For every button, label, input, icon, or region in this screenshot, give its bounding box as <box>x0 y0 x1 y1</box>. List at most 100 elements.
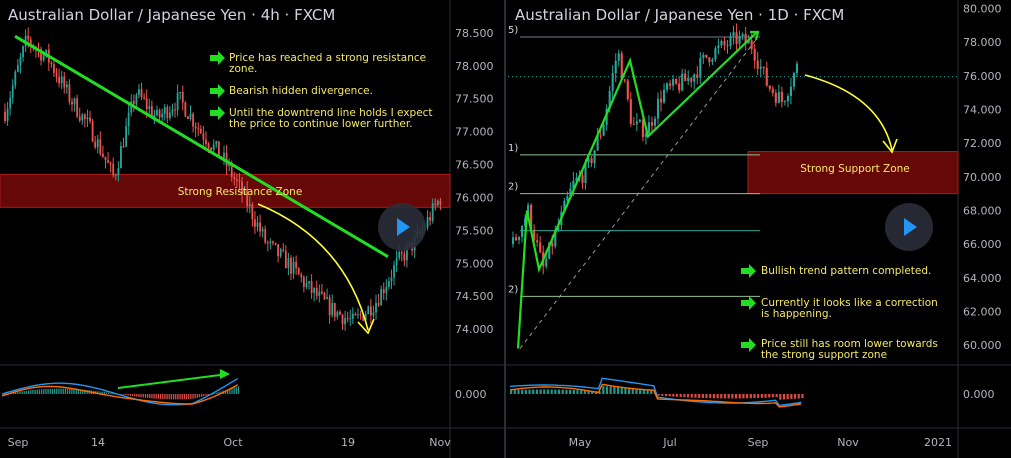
macd-bar <box>793 394 797 399</box>
macd-bar <box>576 390 579 394</box>
macd-bar <box>616 387 620 394</box>
y-tick-label: 74.000 <box>455 323 494 336</box>
candle-body <box>738 35 741 44</box>
candle-body <box>16 65 19 72</box>
macd-bar <box>112 393 114 395</box>
candle-body <box>653 118 657 126</box>
macd-bar <box>23 390 25 394</box>
candle-body <box>187 116 189 120</box>
macd-bar <box>727 394 730 399</box>
macd-bar <box>639 388 642 394</box>
candle-body <box>429 217 432 221</box>
candle-body <box>590 158 593 164</box>
macd-bar <box>201 394 203 397</box>
y-tick-label: 77.000 <box>455 126 494 139</box>
candle-body <box>40 49 42 61</box>
candle-body <box>684 73 687 81</box>
macd-bar <box>69 388 71 394</box>
candle-body <box>143 97 146 99</box>
candle-body <box>161 113 164 118</box>
candle-body <box>690 77 693 82</box>
macd-bar <box>71 388 73 394</box>
candle-body <box>102 153 104 157</box>
candle-body <box>696 74 699 78</box>
fib-diagonal <box>519 36 759 349</box>
candle-body <box>741 34 744 36</box>
candle-body <box>292 261 295 274</box>
macd-bar <box>131 394 134 397</box>
candle-body <box>261 229 264 232</box>
candle-body <box>511 237 515 245</box>
candle-body <box>395 257 398 266</box>
candle-body <box>572 180 575 189</box>
macd-bar <box>609 386 612 394</box>
candle-body <box>63 76 66 88</box>
candle-body <box>174 109 176 111</box>
candle-body <box>328 297 331 316</box>
candle-body <box>321 291 323 294</box>
arrow-right-icon <box>210 106 225 120</box>
play-icon <box>904 218 917 236</box>
macd-bar <box>543 389 546 394</box>
candle-body <box>207 144 210 148</box>
candle-body <box>768 85 771 89</box>
macd-bar <box>123 394 125 395</box>
macd-bar <box>738 394 741 399</box>
candle-body <box>533 229 536 241</box>
macd-bar <box>731 394 734 399</box>
candle-body <box>210 147 213 150</box>
macd-bar <box>73 388 75 394</box>
macd-bar <box>38 389 41 394</box>
candle-body <box>714 48 717 60</box>
macd-bar <box>127 394 129 396</box>
macd-bar <box>19 391 21 394</box>
candle-body <box>602 124 605 136</box>
macd-bar <box>532 389 535 394</box>
candle-body <box>387 281 390 287</box>
fib-level-label: 2) <box>508 284 518 295</box>
macd-bar <box>569 389 572 394</box>
candle-body <box>439 200 442 205</box>
play-icon <box>397 218 410 236</box>
candle-body <box>297 268 300 275</box>
play-button-right[interactable] <box>885 203 933 251</box>
candle-body <box>212 144 215 150</box>
y-tick-label: 78.000 <box>455 60 494 73</box>
candle-body <box>390 277 393 282</box>
candle-body <box>341 314 344 325</box>
notes-left: Price has reached a strong resistance zon… <box>210 51 433 130</box>
candle-body <box>708 57 711 62</box>
candle-body <box>705 54 708 58</box>
macd-bar <box>233 387 235 394</box>
macd-bar <box>760 394 763 398</box>
resistance-zone <box>0 173 451 208</box>
candle-body <box>650 122 654 126</box>
macd-bar <box>513 390 516 394</box>
candle-body <box>786 96 789 102</box>
play-button-left[interactable] <box>378 203 426 251</box>
macd-bar <box>121 394 123 395</box>
note-right-3: Price still has room lower towards the st… <box>761 338 938 361</box>
candle-body <box>27 35 30 40</box>
candle-body <box>259 222 261 232</box>
macd-bar <box>84 389 86 394</box>
candle-body <box>545 258 548 267</box>
candle-body <box>150 106 153 118</box>
x-tick-label: Oct <box>223 436 243 449</box>
macd-bar <box>155 394 157 399</box>
y-tick-label: 62.000 <box>963 305 1002 318</box>
candle-body <box>626 80 629 100</box>
candle-body <box>539 242 542 253</box>
candle-body <box>135 94 138 104</box>
candle-body <box>777 91 780 103</box>
candle-body <box>163 107 166 114</box>
candle-body <box>171 109 174 113</box>
macd-bar <box>624 387 627 394</box>
forecast-arrowhead <box>357 318 375 335</box>
candle-body <box>662 89 666 103</box>
macd-bar <box>635 388 638 394</box>
macd-bar <box>66 388 69 394</box>
macd-bar <box>146 394 149 398</box>
y-tick-label: 77.500 <box>455 93 494 106</box>
macd-bar <box>125 394 127 396</box>
